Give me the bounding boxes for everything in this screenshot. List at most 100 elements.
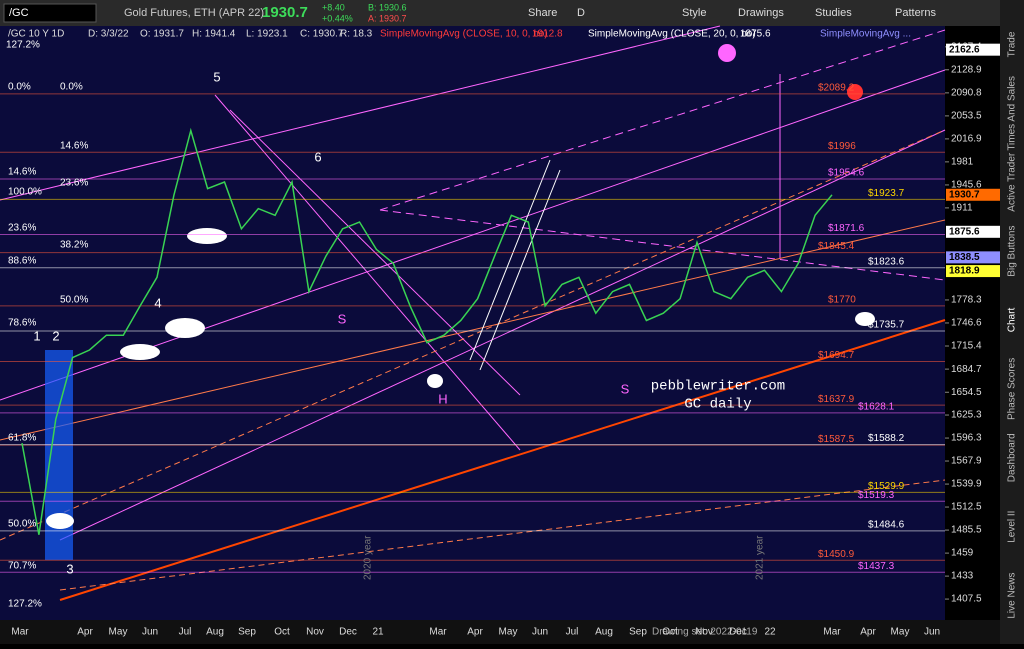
side-tab[interactable]: Trade <box>1007 31 1018 57</box>
marker <box>427 374 443 388</box>
trend-line <box>0 25 721 201</box>
price-box-label: 1818.9 <box>949 266 980 277</box>
marker <box>847 84 863 100</box>
fib-label: 23.6% <box>8 223 36 234</box>
x-tick-label: May <box>891 627 910 638</box>
y-tick-label: 1778.3 <box>951 295 982 306</box>
change: +8.40 <box>322 2 345 12</box>
symbol[interactable]: /GC <box>9 7 29 19</box>
toolbar-button[interactable]: Studies <box>815 7 852 19</box>
toolbar-button[interactable]: D <box>577 7 585 19</box>
side-tab[interactable]: Active Trader <box>1007 152 1018 212</box>
x-tick-label: Dec <box>339 627 357 638</box>
watermark: GC daily <box>684 397 751 413</box>
study-value: 1875.6 <box>740 29 771 40</box>
level-label: $1484.6 <box>868 519 905 530</box>
side-tab[interactable]: Times And Sales <box>1007 76 1018 151</box>
y-tick-label: 2053.5 <box>951 111 982 122</box>
y-tick-label: 2090.8 <box>951 88 982 99</box>
y-tick-label: 1945.6 <box>951 180 982 191</box>
marker <box>46 513 74 529</box>
level-label: $1519.3 <box>858 490 895 501</box>
annotation: 6 <box>314 149 321 164</box>
study-name: SimpleMovingAvg ... <box>820 29 911 40</box>
fib-label: 38.2% <box>60 240 88 251</box>
trend-line <box>59 129 946 541</box>
level-label: $1628.1 <box>858 401 895 412</box>
y-tick-label: 1567.9 <box>951 456 982 467</box>
annotation: 1 <box>33 328 40 343</box>
side-tab[interactable]: Level II <box>1007 511 1018 543</box>
x-tick-label: Sep <box>629 627 647 638</box>
trend-line <box>379 209 946 281</box>
x-tick-label: 21 <box>372 627 384 638</box>
marker <box>855 312 875 326</box>
toolbar-button[interactable]: Drawings <box>738 7 784 19</box>
side-tab[interactable]: Chart <box>1007 308 1018 333</box>
level-label: $1823.6 <box>868 256 905 267</box>
last-price: 1930.7 <box>262 4 308 21</box>
year-mark: 2021 year <box>755 535 766 580</box>
year-mark: 2020 year <box>363 535 374 580</box>
price-box-label: 1875.6 <box>949 226 980 237</box>
level-label: $1735.7 <box>868 320 905 331</box>
x-tick-label: May <box>499 627 518 638</box>
symbol-box[interactable] <box>3 3 97 23</box>
side-tab[interactable]: Dashboard <box>1007 433 1018 482</box>
annotation: 3 <box>66 561 73 576</box>
trend-line <box>379 29 946 211</box>
fib-label: 0.0% <box>60 82 83 93</box>
y-tick-label: 1654.5 <box>951 387 982 398</box>
x-tick-label: Jun <box>532 627 548 638</box>
y-tick-label: 1746.6 <box>951 318 982 329</box>
level-label: $1996 <box>828 141 856 152</box>
x-tick-label: Oct <box>274 627 290 638</box>
study-name: SimpleMovingAvg (CLOSE, 20, 0, no) <box>588 29 756 40</box>
x-tick-label: Jul <box>566 627 579 638</box>
level-label: $1588.2 <box>868 433 905 444</box>
level-label: $1694.7 <box>818 350 855 361</box>
fib-label: 14.6% <box>8 167 36 178</box>
price-box-label: 1930.7 <box>949 189 980 200</box>
toolbar-button[interactable]: Share <box>528 7 557 19</box>
y-tick-label: 2128.9 <box>951 64 982 75</box>
price-box <box>946 251 1000 264</box>
marker <box>120 344 160 360</box>
x-tick-label: Jun <box>924 627 940 638</box>
legend-item: /GC 10 Y 1D <box>8 29 64 40</box>
side-tab[interactable]: Big Buttons <box>1007 226 1018 277</box>
toolbar <box>0 0 1024 26</box>
x-tick-label: Jul <box>179 627 192 638</box>
side-tab[interactable]: Phase Scores <box>1007 358 1018 420</box>
y-tick-label: 1715.4 <box>951 341 982 352</box>
fib-label: 14.6% <box>60 141 88 152</box>
fib-label: 127.2% <box>8 599 42 610</box>
marker <box>187 228 227 244</box>
legend-item: O: 1931.7 <box>140 29 184 40</box>
y-tick-label: 1684.7 <box>951 364 982 375</box>
level-label: $1845.4 <box>818 241 855 252</box>
marker <box>165 318 205 338</box>
x-tick-label: Dec <box>729 627 747 638</box>
fib-label: 88.6% <box>8 256 36 267</box>
price-box <box>946 225 1000 238</box>
x-tick-label: Aug <box>206 627 224 638</box>
y-tick-label: 1539.9 <box>951 479 982 490</box>
time-axis <box>0 620 1000 644</box>
status: Drawing set: 2022-0119 <box>652 627 758 638</box>
x-tick-label: Jun <box>142 627 158 638</box>
side-tab[interactable]: Live News <box>1007 572 1018 618</box>
toolbar-button[interactable]: Style <box>682 7 706 19</box>
level-label: $1770 <box>828 295 856 306</box>
y-tick-label: 2016.9 <box>951 134 982 145</box>
trend-line <box>0 129 946 541</box>
level-label: $1871.6 <box>828 223 865 234</box>
y-tick-label: 1433 <box>951 571 974 582</box>
toolbar-button[interactable]: Patterns <box>895 7 936 19</box>
fib-label: 127.2% <box>6 40 40 51</box>
x-tick-label: Apr <box>77 627 93 638</box>
bid: B: 1930.6 <box>368 2 407 12</box>
price-box-label: 1838.5 <box>949 252 980 263</box>
